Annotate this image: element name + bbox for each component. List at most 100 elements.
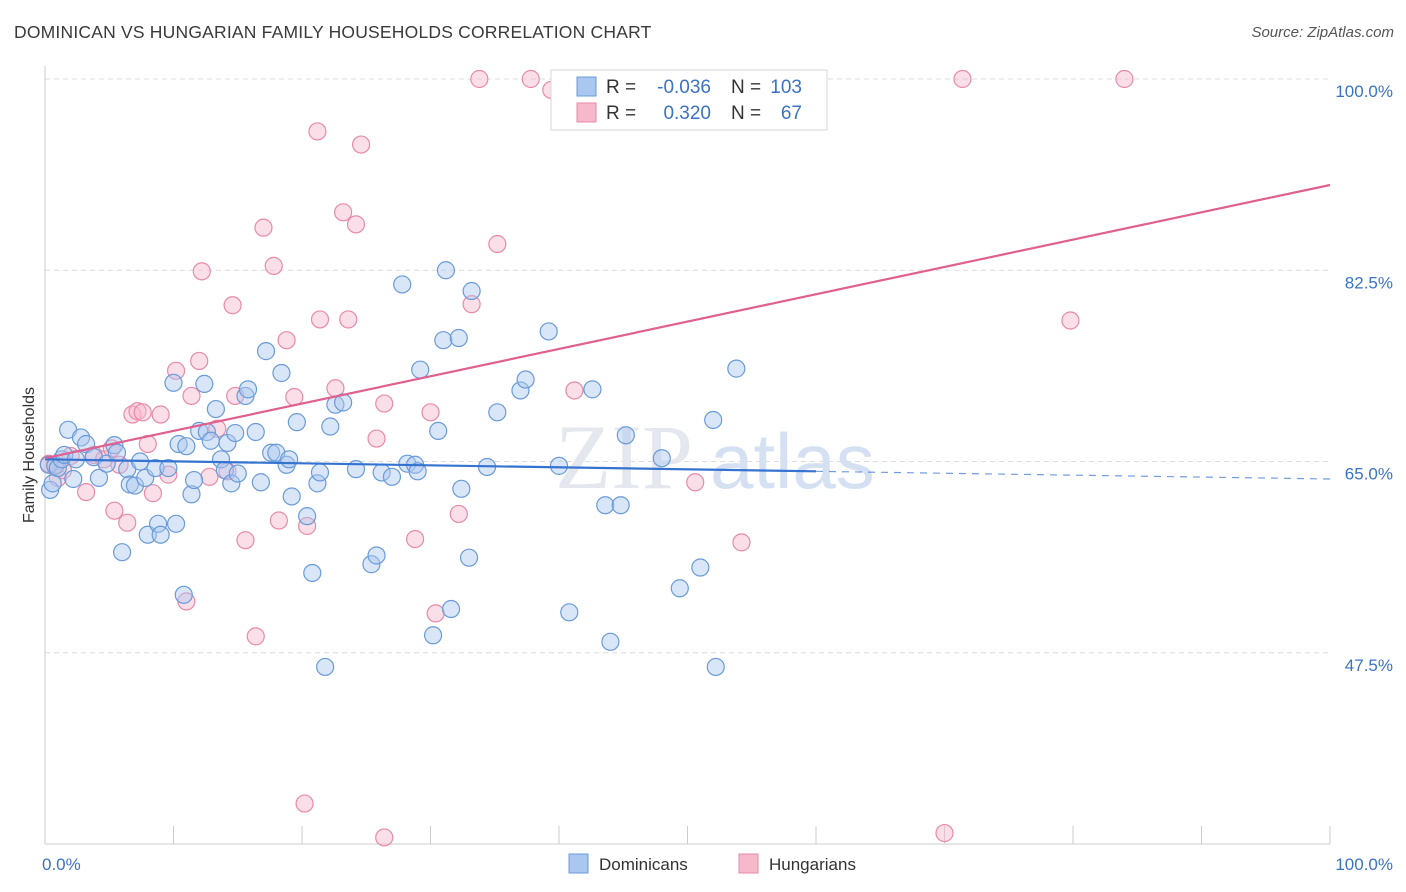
dominican-point <box>256 342 276 361</box>
hungarian-point <box>565 381 584 400</box>
dominican-point <box>310 463 330 482</box>
stats-r-label-dominicans: R = <box>606 77 636 98</box>
legend-swatch-dominicans <box>568 853 589 874</box>
hungarian-point <box>246 627 265 646</box>
dominican-point <box>303 563 322 583</box>
y-tick-labels: 47.5% 65.0% 82.5% 100.0% <box>1335 82 1393 675</box>
dominican-point <box>596 496 615 515</box>
hungarian-point <box>732 533 751 552</box>
dominican-point <box>436 261 456 280</box>
hungarian-point <box>277 331 296 350</box>
y-tick-label: 82.5% <box>1345 273 1393 292</box>
hungarian-point <box>375 394 394 413</box>
hungarian-point <box>339 310 358 329</box>
hungarian-point <box>375 828 394 847</box>
stats-swatch-dominicans <box>576 76 597 97</box>
dominican-point <box>206 399 226 419</box>
hungarian-point <box>118 513 137 532</box>
hungarian-point <box>200 467 219 486</box>
dominican-point <box>182 485 201 504</box>
watermark: ZIP atlas <box>555 406 875 508</box>
x-tick-label: 100.0% <box>1335 855 1393 874</box>
dominican-point <box>516 370 535 389</box>
y-tick-label: 65.0% <box>1345 465 1393 484</box>
hungarian-point <box>367 429 386 448</box>
dominican-point <box>201 431 220 450</box>
dominican-point <box>64 469 83 489</box>
hungarian-point <box>352 135 371 154</box>
dominican-point <box>280 450 299 469</box>
stats-r-value-dominicans: -0.036 <box>657 77 711 98</box>
dominican-point <box>583 380 602 399</box>
dominican-point <box>434 331 453 350</box>
hungarian-point <box>488 234 507 254</box>
dominican-point <box>166 514 186 533</box>
stats-n-label-hungarians: N = <box>731 103 761 124</box>
dominican-point <box>238 380 258 399</box>
hungarian-point <box>346 215 366 234</box>
dominican-point <box>411 360 430 379</box>
dominican-point <box>616 426 635 445</box>
dominicans-trend-extension <box>815 470 1331 480</box>
dominican-point <box>452 479 471 498</box>
dominican-point <box>539 322 558 341</box>
dominican-point <box>228 464 247 483</box>
hungarian-point <box>953 69 972 89</box>
dominican-point <box>251 473 270 492</box>
y-tick-label: 100.0% <box>1335 82 1393 101</box>
dominican-point <box>174 585 193 604</box>
dominican-point <box>287 413 306 432</box>
y-axis-title: Family Households <box>21 387 38 523</box>
dominican-point <box>125 476 145 495</box>
dominican-point <box>226 423 245 443</box>
stats-n-value-hungarians: 67 <box>781 103 802 124</box>
dominican-point <box>89 468 109 487</box>
hungarians-trend-line <box>44 183 1331 460</box>
hungarian-point <box>151 405 170 424</box>
hungarian-point <box>421 403 440 422</box>
dominican-point <box>262 443 281 462</box>
axes <box>44 66 1331 845</box>
dominican-point <box>382 467 402 486</box>
dominican-point <box>272 363 291 383</box>
dominican-point <box>282 487 301 506</box>
hungarian-point <box>77 483 96 502</box>
dominican-point <box>511 381 530 400</box>
dominican-point <box>367 546 386 565</box>
hungarian-point <box>935 823 954 843</box>
dominican-point <box>727 359 746 378</box>
stats-n-label-dominicans: N = <box>731 77 761 98</box>
dominican-point <box>246 422 265 442</box>
hungarian-point <box>449 504 468 524</box>
dominican-point <box>652 449 671 468</box>
hungarian-point <box>470 69 489 89</box>
dominican-point <box>441 599 461 619</box>
hungarian-point <box>405 529 425 549</box>
hungarian-point <box>298 516 317 536</box>
dominican-point <box>148 514 168 533</box>
dominican-point <box>408 462 427 481</box>
hungarian-point <box>143 484 163 503</box>
dominican-point <box>308 474 327 493</box>
x-tick-labels: 0.0% 100.0% <box>42 855 1393 874</box>
dominican-point <box>195 374 214 394</box>
dominican-point <box>459 548 479 567</box>
y-tick-label: 47.5% <box>1345 656 1393 675</box>
dominican-point <box>43 474 62 493</box>
stats-r-label-hungarians: R = <box>606 103 636 124</box>
dominican-point <box>462 281 481 301</box>
hungarian-point <box>426 604 445 623</box>
dominican-point <box>706 657 725 677</box>
x-tick-label: 0.0% <box>42 855 81 874</box>
stats-r-value-hungarians: 0.320 <box>663 103 711 124</box>
dominican-point <box>321 417 340 436</box>
stats-swatch-hungarians <box>576 102 597 123</box>
hungarian-point <box>310 310 330 329</box>
dominican-point <box>488 403 507 422</box>
hungarian-point <box>1061 311 1080 330</box>
dominican-point <box>146 458 165 478</box>
dominican-point <box>218 433 237 453</box>
dominicans-trend-line <box>44 458 817 473</box>
dominican-point <box>151 525 170 544</box>
legend-label-dominicans: Dominicans <box>599 855 688 874</box>
